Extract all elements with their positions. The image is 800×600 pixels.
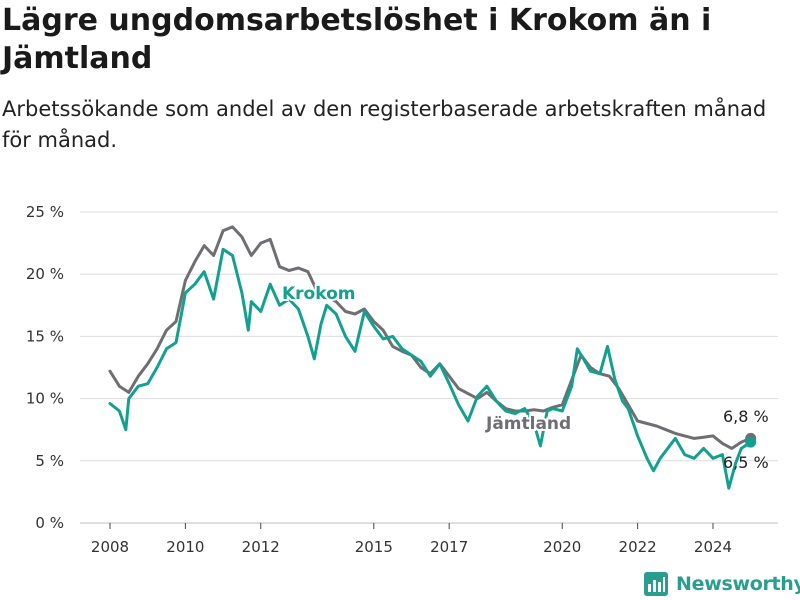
brand-name: Newsworthy <box>676 573 800 595</box>
x-tick-label: 2020 <box>543 538 581 556</box>
y-tick-label: 5 % <box>35 452 64 470</box>
chart-title: Lägre ungdomsarbetslöshet i Krokom än i … <box>2 3 712 76</box>
chart-subtitle: Arbetssökande som andel av den registerb… <box>2 97 767 152</box>
series-lines <box>108 225 757 490</box>
y-tick-label: 25 % <box>26 203 64 221</box>
series-label-krokom: Krokom <box>282 284 355 304</box>
y-tick-label: 10 % <box>26 390 64 408</box>
x-tick-label: 2015 <box>355 538 393 556</box>
series-label-jamtland: Jämtland <box>485 414 571 434</box>
x-tick-label: 2010 <box>166 538 204 556</box>
series-labels: Krokom Jämtland 6,8 % 6,5 % <box>280 282 769 472</box>
x-tick-label: 2024 <box>694 538 732 556</box>
x-tick-label: 2012 <box>242 538 280 556</box>
y-tick-label: 15 % <box>26 327 64 345</box>
y-tick-label: 20 % <box>26 265 64 283</box>
x-tick-label: 2017 <box>430 538 468 556</box>
end-label-krokom: 6,5 % <box>723 453 769 472</box>
x-axis-ticks: 2008 2010 2012 2015 2017 2020 2022 2024 <box>91 523 732 556</box>
bar-chart-icon <box>644 572 668 596</box>
x-tick-label: 2022 <box>619 538 657 556</box>
end-label-jamtland: 6,8 % <box>723 407 769 426</box>
series-line-jmtland <box>108 225 753 450</box>
x-tick-label: 2008 <box>91 538 129 556</box>
y-axis-ticks: 0 % 5 % 10 % 15 % 20 % 25 % <box>26 203 64 532</box>
end-point-krokom <box>745 436 757 448</box>
newsworthy-logo: Newsworthy <box>644 570 800 598</box>
y-tick-label: 0 % <box>35 514 64 532</box>
y-gridlines <box>80 211 778 524</box>
series-line-krokom <box>108 247 753 490</box>
